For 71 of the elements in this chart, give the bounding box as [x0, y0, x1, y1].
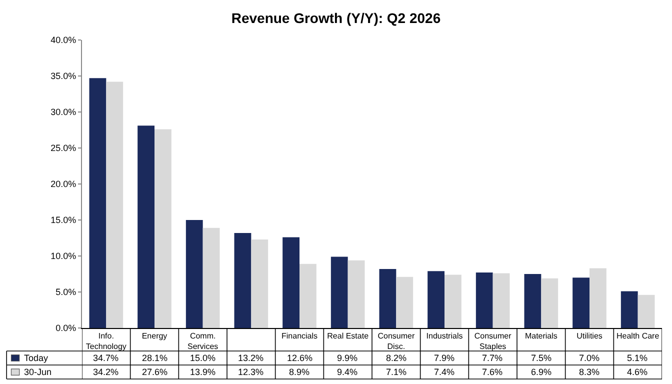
data-label: 34.2% — [93, 367, 119, 377]
data-label: 12.3% — [238, 367, 264, 377]
y-tick-label: 0.0% — [56, 323, 76, 334]
data-label: 27.6% — [142, 367, 168, 377]
x-tick-label: Materials — [524, 332, 558, 341]
bar — [444, 274, 462, 328]
data-label: 7.7% — [482, 353, 503, 363]
x-tick-label: Consumer Staples — [474, 332, 512, 351]
bar — [330, 256, 348, 328]
bar — [428, 271, 444, 328]
bar — [524, 274, 542, 328]
bar — [590, 268, 606, 328]
data-label: 13.2% — [238, 353, 264, 363]
data-label: 8.9% — [289, 367, 310, 377]
data-label: 9.4% — [337, 367, 358, 377]
data-label: 5.1% — [627, 353, 648, 363]
x-tick-label: Real Estate — [327, 332, 370, 341]
data-label: 28.1% — [142, 353, 168, 363]
y-tick-label: 35.0% — [50, 71, 76, 82]
bar — [89, 78, 106, 328]
data-label: 6.9% — [531, 367, 552, 377]
data-label: 7.6% — [482, 367, 503, 377]
bar — [476, 272, 493, 328]
x-tick-label: Utilities — [576, 332, 602, 341]
bar — [300, 264, 316, 328]
data-label: 9.9% — [337, 353, 358, 363]
y-tick-label: 30.0% — [50, 107, 76, 118]
bar — [251, 239, 268, 328]
chart-title: Revenue Growth (Y/Y): Q2 2026 — [231, 10, 441, 26]
data-label: 7.0% — [579, 353, 600, 363]
data-label: 12.6% — [287, 353, 313, 363]
data-label: 7.1% — [386, 367, 407, 377]
y-tick-label: 20.0% — [50, 179, 76, 190]
bar — [541, 278, 558, 328]
bar — [638, 294, 655, 328]
x-tick-label: Comm. Services — [187, 332, 218, 351]
bar — [186, 220, 203, 328]
data-label: 15.0% — [190, 353, 216, 363]
data-label: 4.6% — [627, 367, 648, 377]
data-label: 7.4% — [434, 367, 455, 377]
legend-label: Today — [24, 353, 49, 363]
data-label: 7.9% — [434, 353, 455, 363]
x-tick-label: Industrials — [426, 332, 463, 341]
bar — [202, 228, 220, 328]
bar — [348, 260, 365, 328]
data-label: 8.2% — [386, 353, 407, 363]
data-label: 8.3% — [579, 367, 600, 377]
bar — [106, 82, 124, 328]
data-label: 13.9% — [190, 367, 216, 377]
bar — [282, 237, 300, 328]
x-tick-label: Energy — [142, 332, 168, 341]
bar — [234, 232, 252, 328]
x-tick-label: Consumer Disc. — [378, 332, 415, 351]
data-label: 34.7% — [93, 353, 119, 363]
bar — [492, 273, 510, 328]
bar — [572, 278, 590, 328]
bar — [396, 276, 414, 328]
x-tick-label: Info. Technology — [86, 332, 126, 351]
y-tick-label: 10.0% — [50, 251, 76, 262]
bar — [620, 291, 638, 328]
y-tick-label: 5.0% — [56, 287, 76, 298]
data-label: 7.5% — [531, 353, 552, 363]
bar — [379, 268, 396, 328]
legend-label: 30-Jun — [24, 367, 52, 377]
y-tick-label: 15.0% — [50, 215, 76, 226]
bar — [138, 126, 154, 328]
y-tick-label: 25.0% — [50, 143, 76, 154]
x-tick-label: Financials — [281, 332, 318, 341]
bar — [154, 129, 172, 328]
x-tick-label: Health Care — [616, 332, 660, 341]
y-tick-label: 40.0% — [50, 35, 76, 46]
